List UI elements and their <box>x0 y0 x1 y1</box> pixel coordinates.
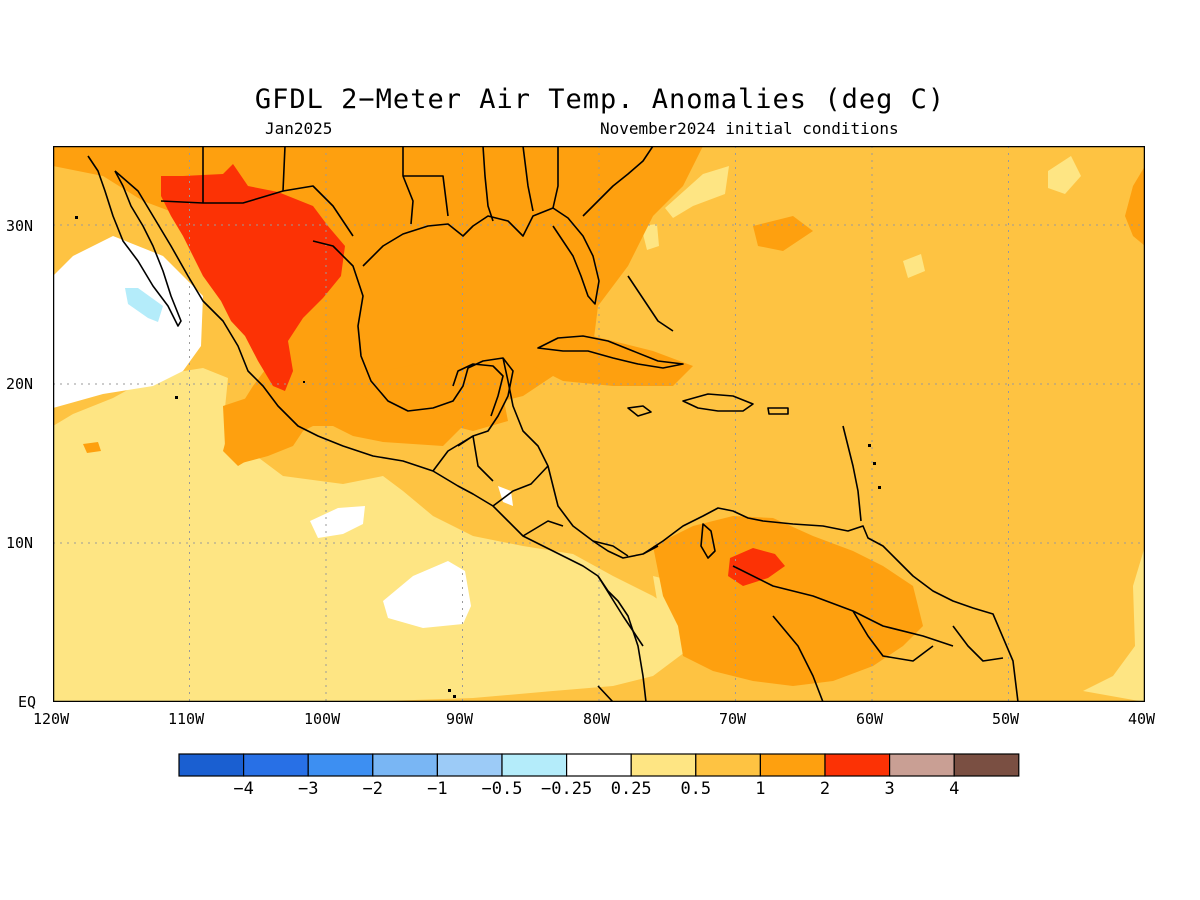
anomaly-field-pale-spot5 <box>273 611 303 632</box>
legend-label: 0.25 <box>611 779 652 799</box>
legend-swatch <box>436 753 503 777</box>
anomaly-field-orange-pacific-small <box>83 442 101 453</box>
forecast-month: Jan2025 <box>265 119 333 138</box>
anomaly-field-orange-sa <box>653 516 923 686</box>
legend-label: −0.25 <box>541 779 592 799</box>
legend-label: 4 <box>949 779 959 799</box>
anomaly-field-red-mexico <box>161 164 345 391</box>
initial-conditions-label: November2024 initial conditions <box>600 119 899 138</box>
anomaly-field-red-venezuela <box>728 548 785 586</box>
anomaly-field-orange-cuba <box>533 336 693 386</box>
x-tick-80w: 80W <box>583 710 611 728</box>
legend-swatch <box>242 753 309 777</box>
x-tick-120w: 120W <box>33 710 70 728</box>
legend-label: 3 <box>884 779 894 799</box>
anomaly-field-atlantic-pale <box>1083 546 1145 702</box>
legend-label: −4 <box>233 779 253 799</box>
legend-swatch <box>630 753 697 777</box>
y-tick-20n: 20N <box>6 375 34 393</box>
legend-swatch <box>759 753 826 777</box>
anomaly-field-orange-atlantic <box>1125 166 1145 246</box>
legend-swatch <box>888 753 955 777</box>
x-tick-40w: 40W <box>1128 710 1156 728</box>
anomaly-field-pale-spot1 <box>1048 156 1081 194</box>
x-tick-90w: 90W <box>446 710 474 728</box>
x-tick-100w: 100W <box>304 710 341 728</box>
islands <box>75 216 881 698</box>
map-canvas <box>52 145 1146 703</box>
legend-label: 2 <box>820 779 830 799</box>
x-tick-50w: 50W <box>992 710 1020 728</box>
anomaly-field-orange-pacific-patch <box>223 396 303 464</box>
legend-label: −1 <box>427 779 447 799</box>
anomaly-field-lightblue <box>125 288 163 322</box>
legend-swatch <box>178 753 245 777</box>
color-legend: −4 −3 −2 −1 −0.5 −0.25 0.25 0.5 1 2 3 4 <box>178 753 1038 807</box>
y-tick-30n: 30N <box>6 217 34 235</box>
y-tick-eq: EQ <box>18 693 37 711</box>
x-tick-60w: 60W <box>856 710 884 728</box>
legend-label: 0.5 <box>680 779 711 799</box>
legend-label: −0.5 <box>482 779 523 799</box>
map-frame <box>52 145 1146 703</box>
map-title: GFDL 2−Meter Air Temp. Anomalies (deg C) <box>254 84 946 115</box>
x-tick-110w: 110W <box>168 710 205 728</box>
anomaly-field-pale-spot3 <box>665 166 729 218</box>
legend-swatch <box>307 753 374 777</box>
legend-swatch <box>566 753 632 777</box>
anomaly-field-white-pacific2 <box>383 561 471 628</box>
legend-swatch <box>372 753 439 777</box>
anomaly-field-white-pacific1 <box>310 506 365 538</box>
legend-swatch <box>953 753 1020 777</box>
legend-swatch <box>695 753 761 777</box>
coastlines <box>87 145 1019 703</box>
gridlines <box>53 146 1145 702</box>
y-tick-10n: 10N <box>6 534 34 552</box>
legend-bar: −4 −3 −2 −1 −0.5 −0.25 0.25 0.5 1 2 3 4 <box>178 753 1020 799</box>
legend-label: −2 <box>363 779 383 799</box>
anomaly-field-pale-spot2 <box>903 254 925 278</box>
legend-label: 1 <box>755 779 765 799</box>
anomaly-field-orange-gulf-south <box>343 361 508 431</box>
x-tick-70w: 70W <box>719 710 747 728</box>
anomaly-field-pacific-pale <box>53 368 693 702</box>
legend-label: −3 <box>298 779 318 799</box>
legend-swatch <box>824 753 891 777</box>
legend-swatch <box>501 753 568 777</box>
anomaly-map <box>52 145 1146 703</box>
